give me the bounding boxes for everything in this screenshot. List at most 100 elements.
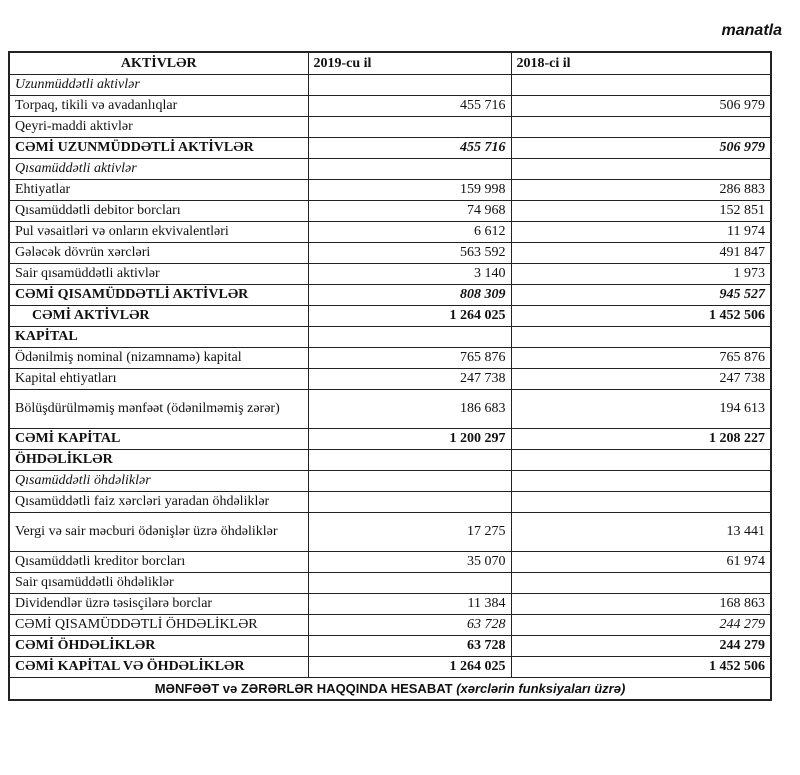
value-2018: 765 876: [510, 347, 772, 369]
row-label: Qısamüddətli öhdəliklər: [8, 470, 309, 492]
row-label: Dividendlər üzrə təsisçilərə borclar: [8, 593, 309, 615]
value-2018: 1 452 506: [510, 656, 772, 678]
value-2019: 35 070: [307, 551, 512, 573]
value-2018: 1 452 506: [510, 305, 772, 327]
table-row: Qısamüddətli öhdəliklər: [8, 470, 772, 492]
value-2018: [510, 158, 772, 180]
value-2019: 563 592: [307, 242, 512, 264]
value-2019: 63 728: [307, 635, 512, 657]
value-2018: 506 979: [510, 137, 772, 159]
value-2018: 506 979: [510, 95, 772, 117]
table-row: CƏMİ ÖHDƏLİKLƏR 63 728 244 279: [8, 635, 772, 657]
row-label: CƏMİ QISAMÜDDƏTLİ AKTİVLƏR: [8, 284, 309, 306]
row-label: Qısamüddətli debitor borcları: [8, 200, 309, 222]
table-row: CƏMİ AKTİVLƏR 1 264 025 1 452 506: [8, 305, 772, 327]
value-2019: 17 275: [307, 512, 512, 552]
value-2019: 11 384: [307, 593, 512, 615]
row-label: Qeyri-maddi aktivlər: [8, 116, 309, 138]
value-2019: 455 716: [307, 95, 512, 117]
row-label: KAPİTAL: [8, 326, 309, 348]
row-label: Sair qısamüddətli aktivlər: [8, 263, 309, 285]
row-label: Qısamüddətli faiz xərcləri yaradan öhdəl…: [8, 491, 309, 513]
row-label: CƏMİ ÖHDƏLİKLƏR: [8, 635, 309, 657]
footer-cell: MƏNFƏƏT və ZƏRƏRLƏR HAQQINDA HESABAT (xə…: [8, 677, 772, 701]
row-label: CƏMİ KAPİTAL VƏ ÖHDƏLİKLƏR: [8, 656, 309, 678]
value-2018: 945 527: [510, 284, 772, 306]
footer-subtitle: (xərclərin funksiyaları üzrə): [456, 680, 626, 696]
value-2018: 491 847: [510, 242, 772, 264]
value-2018: 1 208 227: [510, 428, 772, 450]
table-row: Sair qısamüddətli aktivlər 3 140 1 973: [8, 263, 772, 285]
table-row: CƏMİ KAPİTAL 1 200 297 1 208 227: [8, 428, 772, 450]
value-2019: [307, 572, 512, 594]
value-2018: 61 974: [510, 551, 772, 573]
row-label: Bölüşdürülməmiş mənfəət (ödənilməmiş zər…: [8, 389, 309, 429]
table-row: Dividendlər üzrə təsisçilərə borclar 11 3…: [8, 593, 772, 615]
value-2019: 808 309: [307, 284, 512, 306]
value-2018: [510, 572, 772, 594]
value-2019: [307, 74, 512, 96]
table-row: Ödənilmiş nominal (nizamnamə) kapital 765…: [8, 347, 772, 369]
row-label: Torpaq, tikili və avadanlıqlar: [8, 95, 309, 117]
table-row: Vergi və sair məcburi ödənişlər üzrə öhd…: [8, 512, 772, 552]
value-2019: 247 738: [307, 368, 512, 390]
table-row: Qeyri-maddi aktivlər: [8, 116, 772, 138]
table-row: Sair qısamüddətli öhdəliklər: [8, 572, 772, 594]
value-2018: 247 738: [510, 368, 772, 390]
table-row: Gələcək dövrün xərcləri 563 592 491 847: [8, 242, 772, 264]
value-2019: [307, 326, 512, 348]
footer-title: MƏNFƏƏT və ZƏRƏRLƏR HAQQINDA HESABAT: [154, 680, 453, 696]
value-2019: [307, 449, 512, 471]
table-row: Qısamüddətli kreditor borcları 35 070 61 9…: [8, 551, 772, 573]
table-row: CƏMİ UZUNMÜDDƏTLİ AKTİVLƏR 455 716 506 979: [8, 137, 772, 159]
table-row: CƏMİ QISAMÜDDƏTLİ AKTİVLƏR 808 309 945 527: [8, 284, 772, 306]
value-2019: 63 728: [307, 614, 512, 636]
header-2019: 2019-cu il: [307, 51, 512, 75]
row-label: CƏMİ UZUNMÜDDƏTLİ AKTİVLƏR: [8, 137, 309, 159]
value-2018: [510, 491, 772, 513]
value-2019: 455 716: [307, 137, 512, 159]
table-row: Uzunmüddətli aktivlər: [8, 74, 772, 96]
row-label: Pul vəsaitləri və onların ekvivalentləri: [8, 221, 309, 243]
value-2019: 3 140: [307, 263, 512, 285]
value-2019: 1 264 025: [307, 305, 512, 327]
value-2019: 1 264 025: [307, 656, 512, 678]
value-2019: [307, 470, 512, 492]
table-row: Bölüşdürülməmiş mənfəət (ödənilməmiş zər…: [8, 389, 772, 429]
value-2019: [307, 491, 512, 513]
table-row: CƏMİ QISAMÜDDƏTLİ ÖHDƏLİKLƏR 63 728 244 27…: [8, 614, 772, 636]
table-row: ÖHDƏLİKLƏR: [8, 449, 772, 471]
value-2018: 244 279: [510, 635, 772, 657]
table-header-row: AKTİVLƏR 2019-cu il 2018-ci il: [8, 51, 772, 75]
row-label: Vergi və sair məcburi ödənişlər üzrə öhd…: [8, 512, 309, 552]
value-2018: [510, 74, 772, 96]
table-row: CƏMİ KAPİTAL VƏ ÖHDƏLİKLƏR 1 264 025 1 452…: [8, 656, 772, 678]
row-label: Kapital ehtiyatları: [8, 368, 309, 390]
row-label: Qısamüddətli aktivlər: [8, 158, 309, 180]
value-2019: 6 612: [307, 221, 512, 243]
value-2019: [307, 158, 512, 180]
table-row: Qısamüddətli aktivlər: [8, 158, 772, 180]
row-label: Gələcək dövrün xərcləri: [8, 242, 309, 264]
row-label: CƏMİ AKTİVLƏR: [8, 305, 309, 327]
value-2019: [307, 116, 512, 138]
row-label: CƏMİ QISAMÜDDƏTLİ ÖHDƏLİKLƏR: [8, 614, 309, 636]
table-row: Kapital ehtiyatları 247 738 247 738: [8, 368, 772, 390]
footer-row: MƏNFƏƏT və ZƏRƏRLƏR HAQQINDA HESABAT (xə…: [8, 677, 772, 701]
header-assets: AKTİVLƏR: [8, 51, 309, 75]
value-2019: 159 998: [307, 179, 512, 201]
value-2018: 286 883: [510, 179, 772, 201]
value-2018: 168 863: [510, 593, 772, 615]
row-label: Ehtiyatlar: [8, 179, 309, 201]
value-2018: [510, 326, 772, 348]
table-row: Pul vəsaitləri və onların ekvivalentləri…: [8, 221, 772, 243]
row-label: Ödənilmiş nominal (nizamnamə) kapital: [8, 347, 309, 369]
value-2018: 152 851: [510, 200, 772, 222]
value-2018: 194 613: [510, 389, 772, 429]
value-2018: [510, 449, 772, 471]
balance-sheet-table: AKTİVLƏR 2019-cu il 2018-ci il Uzunmüddə…: [8, 51, 772, 701]
unit-label: manatla: [721, 22, 782, 39]
row-label: Sair qısamüddətli öhdəliklər: [8, 572, 309, 594]
row-label: Uzunmüddətli aktivlər: [8, 74, 309, 96]
row-label: CƏMİ KAPİTAL: [8, 428, 309, 450]
